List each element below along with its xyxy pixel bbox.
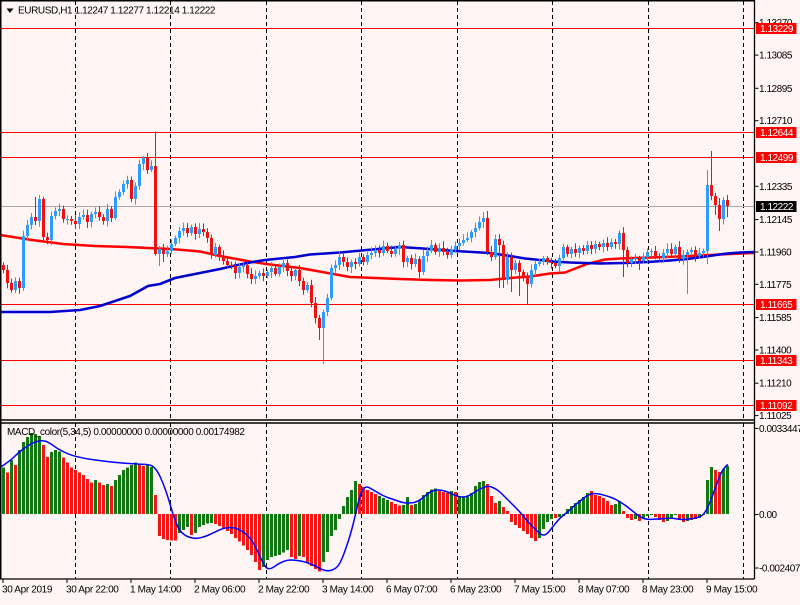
svg-text:1.12895: 1.12895 <box>759 84 793 95</box>
svg-text:1.11960: 1.11960 <box>759 248 792 259</box>
svg-text:1.13229: 1.13229 <box>760 24 794 35</box>
svg-text:1.12145: 1.12145 <box>759 215 793 226</box>
svg-text:1 May 14:00: 1 May 14:00 <box>130 584 182 595</box>
svg-text:2 May 22:00: 2 May 22:00 <box>258 584 310 595</box>
svg-text:1.11400: 1.11400 <box>759 346 792 357</box>
svg-text:30 Apr 22:00: 30 Apr 22:00 <box>66 584 119 595</box>
svg-text:1.11665: 1.11665 <box>760 300 793 311</box>
svg-text:0.0033447: 0.0033447 <box>759 424 800 435</box>
svg-text:1.11025: 1.11025 <box>759 411 792 422</box>
svg-text:8 May 23:00: 8 May 23:00 <box>642 584 694 595</box>
svg-text:1.11092: 1.11092 <box>760 401 793 412</box>
svg-text:1.13085: 1.13085 <box>759 51 793 62</box>
svg-text:8 May 07:00: 8 May 07:00 <box>578 584 630 595</box>
svg-text:-0.0024079: -0.0024079 <box>759 564 800 575</box>
svg-text:3 May 14:00: 3 May 14:00 <box>322 584 374 595</box>
svg-text:1.12499: 1.12499 <box>760 153 794 164</box>
svg-text:1.12644: 1.12644 <box>760 128 794 139</box>
svg-text:MACD_color(5,34,5) 0.00000000: MACD_color(5,34,5) 0.00000000 0.00000000… <box>7 427 245 438</box>
svg-text:1.11343: 1.11343 <box>760 356 793 367</box>
svg-text:EURUSD,H1 1.12247 1.12277 1.12: EURUSD,H1 1.12247 1.12277 1.12214 1.1222… <box>18 6 216 17</box>
svg-text:1.11585: 1.11585 <box>759 313 792 324</box>
svg-text:1.11775: 1.11775 <box>759 280 792 291</box>
svg-text:0.00: 0.00 <box>759 510 778 521</box>
svg-text:2 May 06:00: 2 May 06:00 <box>194 584 246 595</box>
svg-text:30 Apr 2019: 30 Apr 2019 <box>2 584 53 595</box>
svg-text:7 May 15:00: 7 May 15:00 <box>514 584 566 595</box>
svg-text:1.12222: 1.12222 <box>760 202 794 213</box>
svg-text:1.12335: 1.12335 <box>759 182 793 193</box>
svg-text:9 May 15:00: 9 May 15:00 <box>706 584 758 595</box>
svg-text:6 May 23:00: 6 May 23:00 <box>450 584 502 595</box>
svg-text:1.12710: 1.12710 <box>759 116 793 127</box>
svg-text:6 May 07:00: 6 May 07:00 <box>386 584 438 595</box>
svg-text:1.11210: 1.11210 <box>759 379 792 390</box>
